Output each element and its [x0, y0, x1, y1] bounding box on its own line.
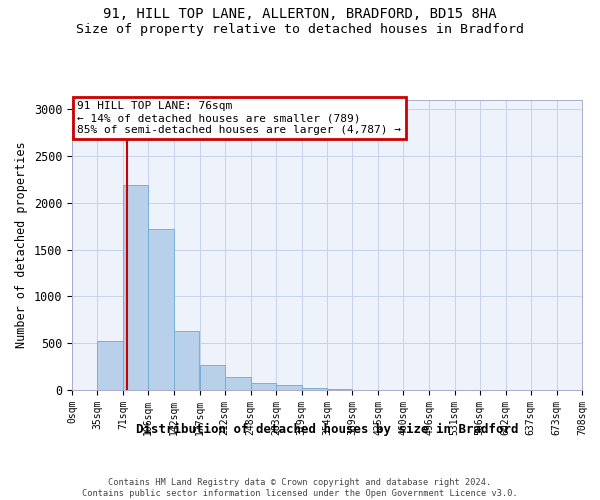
Bar	[148, 229, 174, 390]
Bar	[123, 185, 148, 390]
Bar	[97, 342, 123, 390]
Bar	[225, 377, 251, 390]
Bar	[199, 364, 225, 390]
Bar	[302, 388, 327, 390]
Bar	[174, 331, 199, 390]
Text: Contains HM Land Registry data © Crown copyright and database right 2024.
Contai: Contains HM Land Registry data © Crown c…	[82, 478, 518, 498]
Text: 91 HILL TOP LANE: 76sqm
← 14% of detached houses are smaller (789)
85% of semi-d: 91 HILL TOP LANE: 76sqm ← 14% of detache…	[77, 102, 401, 134]
Text: 91, HILL TOP LANE, ALLERTON, BRADFORD, BD15 8HA: 91, HILL TOP LANE, ALLERTON, BRADFORD, B…	[103, 8, 497, 22]
Bar	[276, 386, 302, 390]
Y-axis label: Number of detached properties: Number of detached properties	[15, 142, 28, 348]
Text: Size of property relative to detached houses in Bradford: Size of property relative to detached ho…	[76, 22, 524, 36]
Bar	[251, 384, 276, 390]
Text: Distribution of detached houses by size in Bradford: Distribution of detached houses by size …	[136, 422, 518, 436]
